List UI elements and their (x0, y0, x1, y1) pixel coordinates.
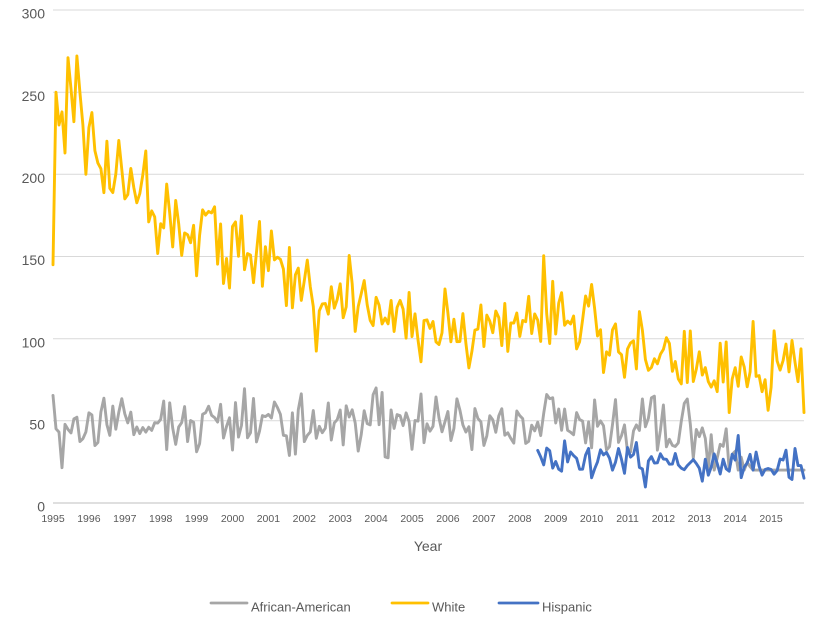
svg-text:2003: 2003 (329, 513, 353, 525)
svg-text:2009: 2009 (544, 513, 568, 525)
svg-text:2004: 2004 (364, 513, 388, 525)
svg-text:2002: 2002 (293, 513, 317, 525)
svg-text:50: 50 (29, 417, 45, 433)
svg-text:2010: 2010 (580, 513, 604, 525)
svg-text:2012: 2012 (652, 513, 676, 525)
svg-text:2007: 2007 (472, 513, 496, 525)
svg-text:1998: 1998 (149, 513, 173, 525)
svg-text:White: White (432, 599, 465, 614)
svg-text:100: 100 (22, 334, 46, 350)
svg-text:300: 300 (22, 6, 46, 22)
svg-text:1999: 1999 (185, 513, 209, 525)
svg-text:2005: 2005 (400, 513, 424, 525)
svg-text:1995: 1995 (41, 513, 65, 525)
svg-text:150: 150 (22, 252, 46, 268)
svg-text:2001: 2001 (257, 513, 281, 525)
svg-text:Hispanic: Hispanic (542, 599, 592, 614)
svg-text:2013: 2013 (688, 513, 712, 525)
svg-text:2014: 2014 (724, 513, 748, 525)
svg-text:2015: 2015 (759, 513, 783, 525)
svg-text:2006: 2006 (436, 513, 460, 525)
svg-text:2011: 2011 (616, 513, 639, 525)
svg-text:African-American: African-American (251, 599, 351, 614)
svg-text:2000: 2000 (221, 513, 245, 525)
svg-text:2008: 2008 (508, 513, 532, 525)
svg-text:250: 250 (22, 88, 46, 104)
svg-text:200: 200 (22, 170, 46, 186)
svg-text:Year: Year (414, 538, 443, 554)
svg-text:1997: 1997 (113, 513, 137, 525)
svg-text:1996: 1996 (77, 513, 101, 525)
